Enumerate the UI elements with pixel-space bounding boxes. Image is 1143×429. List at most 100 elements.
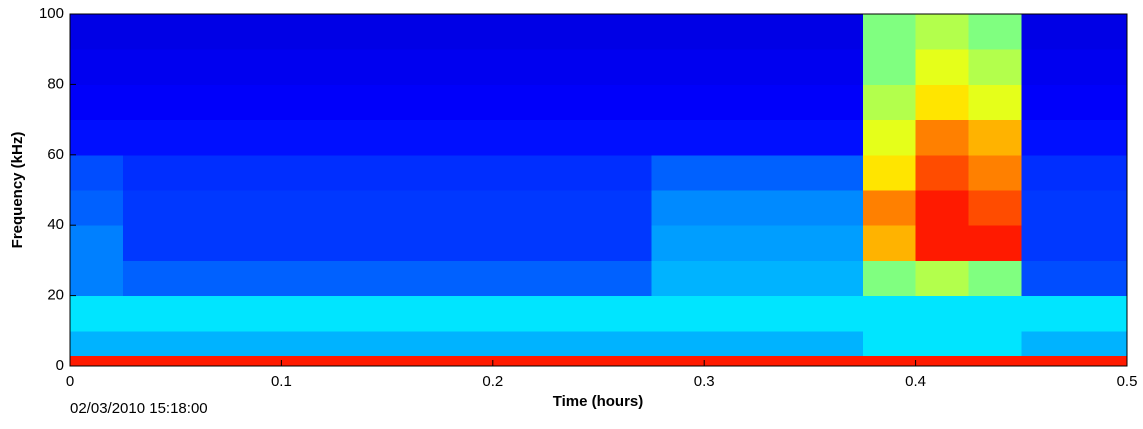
cell: [651, 84, 705, 121]
cell: [439, 190, 494, 226]
cell: [228, 190, 282, 226]
cell: [809, 295, 864, 332]
cell: [1074, 260, 1128, 297]
cell: [862, 330, 917, 356]
cell: [492, 49, 547, 85]
cell: [334, 119, 388, 156]
cell: [1074, 355, 1128, 367]
cell: [1021, 295, 1075, 332]
cell: [439, 355, 494, 367]
cell: [704, 84, 758, 121]
cell: [228, 330, 282, 356]
cell: [545, 119, 599, 156]
cell: [1021, 14, 1075, 50]
cell: [862, 355, 917, 367]
cell: [70, 260, 124, 297]
cell: [281, 295, 335, 332]
cell: [439, 330, 494, 356]
cell: [122, 190, 177, 226]
y-axis-label: Frequency (kHz): [9, 132, 26, 249]
cell: [228, 119, 282, 156]
cell: [70, 295, 124, 332]
cell: [175, 154, 230, 191]
cell: [122, 49, 177, 85]
cell: [387, 14, 441, 50]
cell: [1074, 14, 1128, 50]
cell: [704, 295, 758, 332]
cell: [387, 295, 441, 332]
cell: [862, 49, 917, 85]
x-tick-label: 0: [66, 373, 74, 390]
cell: [439, 154, 494, 191]
cell: [704, 260, 758, 297]
cell: [545, 14, 599, 50]
cell: [228, 154, 282, 191]
cell: [809, 190, 864, 226]
y-tick-label: 80: [47, 75, 64, 92]
cell: [334, 330, 388, 356]
cell: [70, 119, 124, 156]
cell: [70, 154, 124, 191]
cell: [968, 330, 1022, 356]
cell: [228, 295, 282, 332]
cell: [492, 330, 547, 356]
cell: [122, 225, 177, 261]
cell: [598, 225, 652, 261]
cell: [757, 119, 811, 156]
cell: [862, 190, 917, 226]
cell: [704, 330, 758, 356]
cell: [757, 225, 811, 261]
cell: [70, 355, 124, 367]
cell: [915, 260, 969, 297]
cell: [968, 84, 1022, 121]
cell: [651, 14, 705, 50]
cell: [122, 295, 177, 332]
cell: [1074, 119, 1128, 156]
cell: [492, 295, 547, 332]
cell: [334, 154, 388, 191]
cell: [598, 14, 652, 50]
cell: [334, 260, 388, 297]
cell: [704, 355, 758, 367]
cell: [70, 49, 124, 85]
cell: [122, 14, 177, 50]
cell: [1021, 119, 1075, 156]
cell: [492, 119, 547, 156]
cell: [545, 225, 599, 261]
cell: [757, 14, 811, 50]
cell: [809, 49, 864, 85]
cell: [651, 330, 705, 356]
cell: [1021, 49, 1075, 85]
x-tick-label: 0.5: [1117, 373, 1138, 390]
cell: [175, 295, 230, 332]
cell: [439, 49, 494, 85]
x-tick-label: 0.4: [905, 373, 926, 390]
cell: [175, 119, 230, 156]
cell: [809, 119, 864, 156]
cell: [228, 14, 282, 50]
cell: [281, 154, 335, 191]
cell: [862, 119, 917, 156]
cell: [334, 225, 388, 261]
cell: [281, 49, 335, 85]
cell: [862, 295, 917, 332]
cell: [175, 355, 230, 367]
cell: [387, 330, 441, 356]
plot-frame: [69, 13, 1128, 367]
cell: [439, 295, 494, 332]
cell: [968, 154, 1022, 191]
cell: [1021, 190, 1075, 226]
cell: [334, 49, 388, 85]
cell: [281, 355, 335, 367]
cell: [545, 154, 599, 191]
cell: [598, 355, 652, 367]
cell: [439, 225, 494, 261]
cell: [334, 295, 388, 332]
cell: [334, 190, 388, 226]
cell: [915, 295, 969, 332]
cell: [175, 190, 230, 226]
cell: [122, 355, 177, 367]
cell: [809, 154, 864, 191]
cell: [598, 295, 652, 332]
cell: [175, 84, 230, 121]
